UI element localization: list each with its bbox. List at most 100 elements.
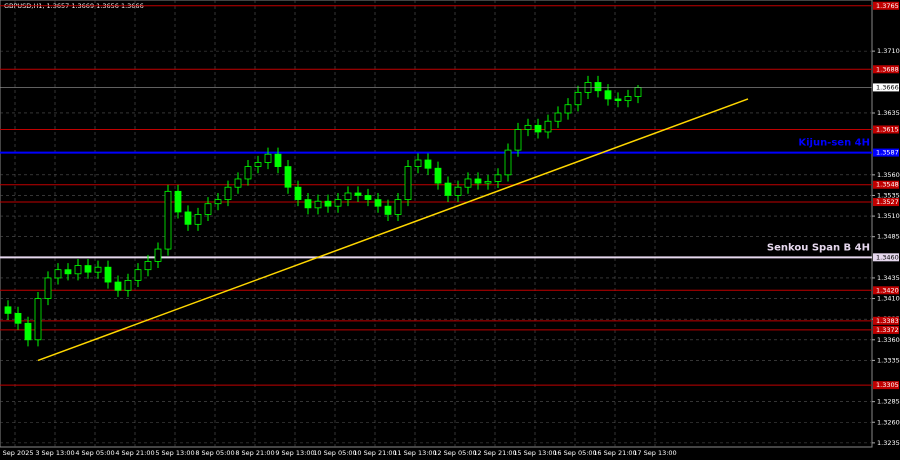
candle-body [554,112,562,122]
candle-body [184,211,192,225]
candle-body [174,190,182,213]
y-tick-label: 1.3410 [877,295,900,303]
candle-body [614,98,622,102]
candle-body [114,281,122,291]
x-tick-label: 4 Sep 05:00 [75,449,114,457]
candle-body [74,265,82,275]
candle-body [124,280,132,291]
level-label-box [873,180,899,189]
level-label-box [873,325,899,334]
x-tick-label: 12 Sep 05:00 [433,449,476,457]
y-tick-label: 1.3285 [877,398,900,406]
level-annotation: Kijun-sen 4H [798,138,870,149]
candle-body [24,322,32,341]
candle-body [84,265,92,273]
candle-body [544,120,552,133]
x-tick-label: 12 Sep 21:00 [473,449,516,457]
candle-body [514,129,522,151]
level-label: 1.3587 [876,149,899,157]
x-tick-label: 16 Sep 05:00 [553,449,596,457]
level-label-box [873,148,899,157]
candle-body [284,166,292,188]
y-tick-label: 1.3485 [877,233,900,241]
level-label: 1.3460 [876,253,899,261]
candle-body [344,192,352,200]
candle-body [94,266,102,273]
level-label: 1.3548 [876,181,899,189]
x-tick-label: 8 Sep 05:00 [195,449,234,457]
candle-body [44,277,52,299]
level-label-box [873,1,899,10]
candle-body [374,199,382,207]
level-label-box [873,65,899,74]
level-label-box [873,198,899,207]
last-price-label: 1.3666 [876,83,899,91]
candle-body [204,203,212,215]
candle-body [494,174,502,182]
candle-body [234,178,242,188]
candle-body [354,192,362,196]
x-tick-label: 2 Sep 2025 [0,449,34,457]
x-tick-label: 9 Sep 13:00 [275,449,314,457]
candle-body [264,153,272,163]
candle-body [414,159,422,167]
candle-body [314,200,322,209]
candle-body [64,269,72,275]
x-tick-label: 10 Sep 05:00 [313,449,356,457]
candle-body [154,248,162,262]
candle-body [224,186,232,200]
y-tick-label: 1.3535 [877,191,900,199]
x-tick-label: 8 Sep 21:00 [235,449,274,457]
x-tick-label: 4 Sep 21:00 [115,449,154,457]
candle-body [624,96,632,102]
level-label: 1.3383 [876,317,899,325]
level-label: 1.3688 [876,65,899,73]
candle-body [244,166,252,180]
y-tick-label: 1.3260 [877,418,900,426]
candle-body [384,205,392,215]
level-label: 1.3420 [876,286,899,294]
candle-body [4,306,12,314]
y-tick-label: 1.3560 [877,171,900,179]
y-tick-label: 1.3435 [877,274,900,282]
candle-body [54,269,62,279]
x-tick-label: 10 Sep 21:00 [353,449,396,457]
candle-body [164,190,172,250]
candle-body [564,104,572,114]
y-tick-label: 1.3235 [877,439,900,447]
candle-body [334,199,342,207]
candle-body [634,87,642,97]
candle-body [424,159,432,169]
x-tick-label: 3 Sep 13:00 [35,449,74,457]
level-label: 1.3615 [876,125,899,133]
x-tick-label: 11 Sep 13:00 [393,449,436,457]
candle-body [144,261,152,271]
candle-body [444,182,452,196]
candle-body [104,266,112,283]
candle-body [474,178,482,184]
candle-body [34,298,42,341]
candle-body [214,199,222,205]
candle-body [294,186,302,200]
level-label-box [873,381,899,390]
x-tick-label: 5 Sep 13:00 [155,449,194,457]
x-tick-label: 15 Sep 13:00 [513,449,556,457]
level-label: 1.3765 [876,2,899,10]
candle-body [434,167,442,184]
level-label: 1.3527 [876,198,899,206]
candle-body [504,149,512,176]
candle-body [194,214,202,225]
level-label: 1.3372 [876,326,899,334]
candle-body [464,178,472,188]
level-label-box [873,253,899,262]
candle-body [484,181,492,184]
candle-body [604,90,612,100]
trendline [37,98,749,362]
candle-body [454,186,462,196]
y-tick-label: 1.3360 [877,336,900,344]
candle-body [524,124,532,130]
y-tick-label: 1.3510 [877,212,900,220]
candle-body [134,269,142,281]
candle-body [364,195,372,200]
